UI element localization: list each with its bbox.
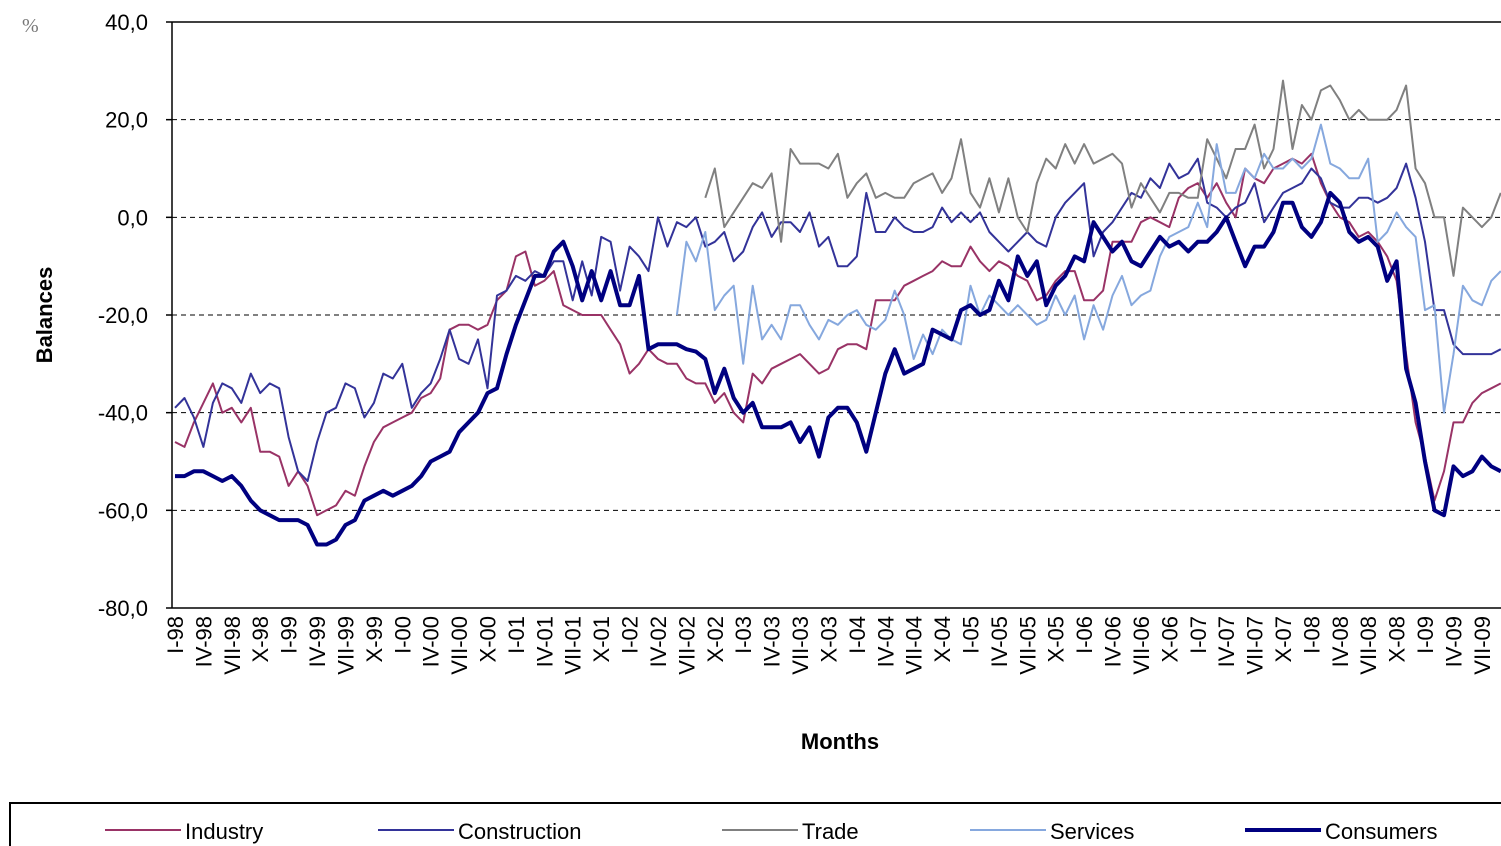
y-tick-label: -80,0 xyxy=(98,596,148,621)
x-tick-label: I-01 xyxy=(504,616,529,654)
y-tick-label: -60,0 xyxy=(98,498,148,523)
x-tick-label: I-98 xyxy=(163,616,188,654)
x-tick-label: X-07 xyxy=(1271,616,1296,662)
x-tick-label: I-04 xyxy=(845,616,870,654)
series-line xyxy=(675,123,1501,414)
x-tick-label: VII-03 xyxy=(788,616,813,675)
x-tick-label: X-98 xyxy=(248,616,273,662)
x-tick-label: X-00 xyxy=(476,616,501,662)
y-tick-label: 40,0 xyxy=(105,10,148,35)
x-tick-label: IV-00 xyxy=(419,616,444,667)
x-tick-label: IV-01 xyxy=(532,616,557,667)
x-tick-label: X-06 xyxy=(1157,616,1182,662)
x-tick-label: IV-98 xyxy=(191,616,216,667)
y-axis-title: Balances xyxy=(32,267,57,364)
x-tick-label: X-02 xyxy=(703,616,728,662)
x-tick-label: X-01 xyxy=(589,616,614,662)
x-tick-label: IV-07 xyxy=(1214,616,1239,667)
x-tick-label: X-04 xyxy=(930,616,955,662)
x-tick-label: IV-02 xyxy=(646,616,671,667)
x-tick-label: IV-06 xyxy=(1101,616,1126,667)
x-tick-label: IV-03 xyxy=(760,616,785,667)
x-tick-label: VII-99 xyxy=(333,616,358,675)
series-line xyxy=(175,190,1501,547)
y-tick-label: 0,0 xyxy=(117,205,148,230)
x-tick-label: IV-99 xyxy=(305,616,330,667)
x-tick-label: I-00 xyxy=(390,616,415,654)
x-tick-label: IV-05 xyxy=(987,616,1012,667)
legend-label: Consumers xyxy=(1325,819,1437,844)
x-tick-label: IV-08 xyxy=(1328,616,1353,667)
x-axis-title: Months xyxy=(801,729,879,754)
x-tick-label: I-03 xyxy=(731,616,756,654)
x-tick-label: VII-05 xyxy=(1015,616,1040,675)
x-tick-label: VII-02 xyxy=(674,616,699,675)
x-tick-label: X-99 xyxy=(362,616,387,662)
x-tick-label: X-03 xyxy=(816,616,841,662)
legend-label: Construction xyxy=(458,819,582,844)
y-tick-label: 20,0 xyxy=(105,108,148,133)
x-tick-label: I-09 xyxy=(1413,616,1438,654)
series-line xyxy=(174,157,1501,482)
legend-label: Trade xyxy=(802,819,859,844)
x-tick-label: VII-04 xyxy=(902,616,927,675)
y-tick-label: -40,0 xyxy=(98,401,148,426)
x-tick-label: I-05 xyxy=(958,616,983,654)
x-tick-label: VII-09 xyxy=(1470,616,1495,675)
x-tick-label: VII-01 xyxy=(561,616,586,675)
x-tick-label: VII-00 xyxy=(447,616,472,675)
y-unit: % xyxy=(22,15,39,37)
legend-box xyxy=(9,802,1501,846)
x-tick-label: X-08 xyxy=(1385,616,1410,662)
legend-label: Industry xyxy=(185,819,263,844)
x-tick-label: I-02 xyxy=(618,616,643,654)
x-tick-label: VII-07 xyxy=(1243,616,1268,675)
x-tick-label: VII-08 xyxy=(1356,616,1381,675)
x-tick-label: IV-04 xyxy=(873,616,898,667)
legend-label: Services xyxy=(1050,819,1134,844)
x-tick-label: I-07 xyxy=(1186,616,1211,654)
x-tick-label: IV-09 xyxy=(1441,616,1466,667)
x-tick-label: I-06 xyxy=(1072,616,1097,654)
series-line xyxy=(174,152,1501,517)
y-tick-label: -20,0 xyxy=(98,303,148,328)
x-tick-label: VII-06 xyxy=(1129,616,1154,675)
series-line xyxy=(704,79,1501,277)
x-tick-label: X-05 xyxy=(1044,616,1069,662)
x-tick-label: VII-98 xyxy=(220,616,245,675)
x-tick-label: I-99 xyxy=(277,616,302,654)
x-tick-label: I-08 xyxy=(1299,616,1324,654)
